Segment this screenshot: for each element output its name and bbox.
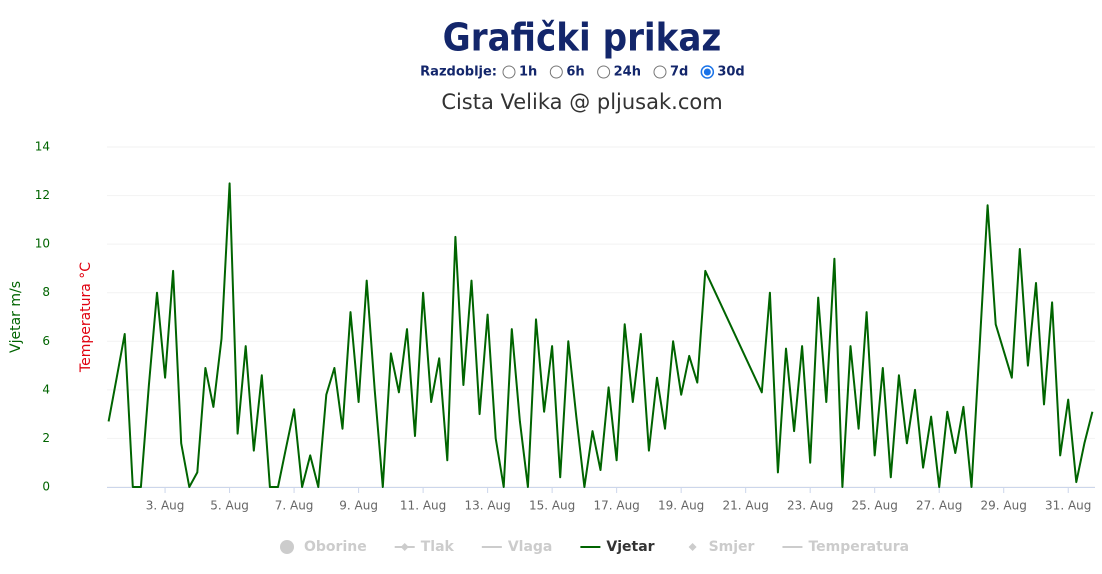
y-tick-label: 10 — [35, 237, 50, 251]
y-tick-label: 0 — [42, 480, 50, 494]
wind-line — [107, 182, 1094, 488]
legend-symbol[interactable] — [280, 540, 294, 554]
x-tick-label: 21. Aug — [722, 499, 768, 513]
legend-label[interactable]: Temperatura — [808, 539, 909, 555]
x-tick-label: 5. Aug — [210, 499, 249, 513]
legend-symbol-part[interactable] — [280, 540, 294, 554]
chart-title: Cista Velika @ pljusak.com — [441, 90, 722, 114]
page-title: Grafički prikaz — [443, 16, 722, 60]
y-tick-label: 4 — [42, 382, 50, 396]
x-tick-label: 27. Aug — [916, 499, 962, 513]
y-axis-label: Vjetar m/s — [8, 281, 24, 353]
period-option[interactable]: 24h — [614, 65, 641, 80]
y-tick-label: 14 — [35, 140, 50, 154]
period-radio[interactable] — [502, 65, 516, 79]
x-tick-label: 9. Aug — [339, 499, 378, 513]
period-radio-dot[interactable] — [703, 68, 711, 76]
x-tick-label: 13. Aug — [464, 499, 510, 513]
x-tick-label: 23. Aug — [787, 499, 833, 513]
period-radio[interactable] — [597, 65, 611, 79]
x-tick-label: 19. Aug — [658, 499, 704, 513]
period-option[interactable]: 30d — [717, 65, 744, 80]
y-tick-label: 8 — [42, 285, 50, 299]
period-option[interactable]: 6h — [566, 65, 584, 80]
legend-label[interactable]: Vlaga — [508, 539, 553, 555]
period-option[interactable]: 7d — [670, 65, 688, 80]
legend-symbol[interactable] — [394, 543, 415, 551]
legend-label[interactable]: Vjetar — [606, 539, 654, 555]
period-radio[interactable] — [653, 65, 667, 79]
temperature-axis-label: Temperatura °C — [78, 262, 94, 373]
x-tick-label: 17. Aug — [593, 499, 639, 513]
legend-symbol-part[interactable] — [688, 543, 697, 551]
x-tick-label: 25. Aug — [852, 499, 898, 513]
legend-label[interactable]: Oborine — [304, 539, 367, 555]
x-tick-label: 29. Aug — [981, 499, 1027, 513]
y-tick-label: 6 — [42, 334, 50, 348]
x-tick-label: 11. Aug — [400, 499, 446, 513]
x-tick-label: 7. Aug — [275, 499, 314, 513]
period-radio[interactable] — [549, 65, 563, 79]
legend-symbol[interactable] — [688, 543, 697, 551]
legend-label[interactable]: Smjer — [709, 539, 755, 555]
legend-symbol-part[interactable] — [400, 543, 409, 551]
period-label: Razdoblje: — [420, 65, 497, 80]
y-tick-label: 2 — [42, 431, 50, 445]
y-tick-label: 12 — [35, 188, 50, 202]
x-tick-label: 3. Aug — [146, 499, 185, 513]
period-option[interactable]: 1h — [519, 65, 537, 80]
legend-label[interactable]: Tlak — [421, 539, 455, 555]
x-tick-label: 31. Aug — [1045, 499, 1091, 513]
x-tick-label: 15. Aug — [529, 499, 575, 513]
